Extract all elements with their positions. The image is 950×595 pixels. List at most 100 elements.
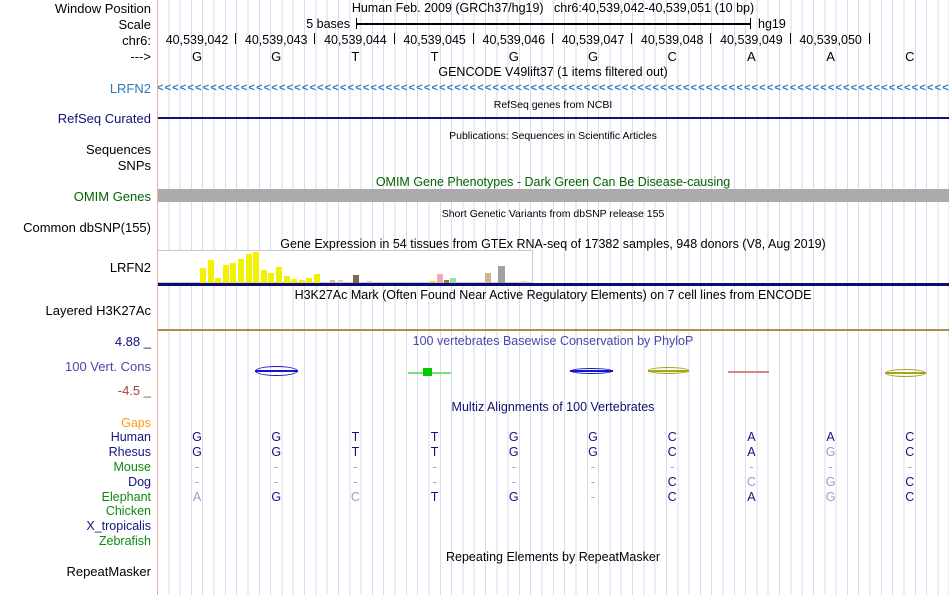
ruler-tick — [790, 33, 791, 44]
refseq-curated-label[interactable]: RefSeq Curated — [57, 111, 151, 126]
conservation-glyph — [570, 370, 613, 372]
alignment-species-label[interactable]: Rhesus — [108, 445, 151, 459]
gtex-tissue-bar — [338, 280, 343, 283]
gtex-tissue-bar — [485, 273, 491, 283]
alignment-base: G — [271, 445, 282, 459]
conservation-glyph — [885, 372, 926, 374]
alignment-base: T — [430, 445, 439, 459]
h3k27ac-baseline[interactable] — [157, 329, 949, 331]
gtex-tissue-bar — [261, 270, 267, 283]
sequence-base: C — [905, 49, 915, 64]
alignment-species-label[interactable]: Dog — [128, 475, 151, 489]
alignment-species-label[interactable]: Chicken — [105, 504, 151, 518]
sequence-base: T — [351, 49, 360, 64]
alignment-species-label[interactable]: Zebrafish — [98, 534, 151, 548]
alignment-base: A — [747, 445, 756, 459]
left-edge-guideline — [157, 0, 158, 595]
gtex-tissue-bar — [284, 276, 290, 283]
multiz-track-title[interactable]: Multiz Alignments of 100 Vertebrates — [451, 400, 655, 414]
gtex-tissue-bar — [230, 263, 236, 283]
assembly-tag: hg19 — [758, 17, 786, 31]
alignment-base: G — [508, 430, 519, 444]
layered-h3k27ac-label[interactable]: Layered H3K27Ac — [45, 303, 151, 318]
omim-gene-bar[interactable] — [157, 189, 949, 202]
alignment-base: T — [351, 430, 360, 444]
alignment-base: - — [274, 475, 279, 489]
track-plot-area[interactable]: Human Feb. 2009 (GRCh37/hg19) chr6:40,53… — [157, 0, 949, 595]
alignment-base: G — [508, 445, 519, 459]
alignment-species-label[interactable]: Elephant — [101, 490, 151, 504]
strand-arrow-label[interactable]: ---> — [130, 49, 151, 64]
alignment-base: - — [432, 460, 437, 474]
alignment-species-label[interactable]: X_tropicalis — [86, 519, 151, 533]
conservation-glyph — [648, 370, 689, 372]
gtex-tissue-bar — [223, 265, 229, 283]
alignment-base: - — [670, 460, 675, 474]
alignment-base: - — [590, 490, 596, 504]
alignment-base: G — [825, 445, 836, 459]
vert-cons-label[interactable]: 100 Vert. Cons — [65, 359, 151, 374]
gtex-gene-label[interactable]: LRFN2 — [109, 260, 151, 275]
scale-bar-left-tick — [356, 18, 357, 29]
gtex-tissue-bar — [330, 280, 335, 283]
gtex-baseline — [157, 283, 949, 286]
sequence-base: A — [826, 49, 835, 64]
alignment-base: C — [667, 430, 677, 444]
gencode-track-title[interactable]: GENCODE V49lift37 (1 items filtered out) — [438, 65, 668, 79]
alignment-base: - — [274, 460, 279, 474]
conservation-glyph — [423, 368, 432, 376]
omim-track-title[interactable]: OMIM Gene Phenotypes - Dark Green Can Be… — [375, 175, 731, 189]
alignment-base: T — [430, 490, 439, 504]
sequence-base: C — [667, 49, 677, 64]
window-position-label: Window Position — [54, 1, 151, 16]
conservation-glyph — [728, 371, 769, 373]
h3k27ac-track-title[interactable]: H3K27Ac Mark (Often Found Near Active Re… — [294, 288, 812, 302]
snps-label[interactable]: SNPs — [117, 158, 151, 173]
refseq-curated-gene-line[interactable] — [157, 117, 949, 119]
gtex-tissue-bar — [367, 281, 372, 283]
alignment-base: G — [588, 430, 598, 444]
ruler-coordinate: 40,539,047 — [561, 33, 625, 47]
omim-genes-label[interactable]: OMIM Genes — [73, 189, 151, 204]
lrfn2-gene-line[interactable]: <<<<<<<<<<<<<<<<<<<<<<<<<<<<<<<<<<<<<<<<… — [157, 82, 949, 94]
alignment-base: - — [907, 460, 912, 474]
alignment-base: G — [192, 445, 202, 459]
ruler-tick — [473, 33, 474, 44]
alignment-base: T — [351, 445, 360, 459]
gtex-track-title[interactable]: Gene Expression in 54 tissues from GTEx … — [280, 237, 826, 251]
alignment-species-label[interactable]: Mouse — [113, 460, 151, 474]
gencode-gene-label[interactable]: LRFN2 — [109, 81, 151, 96]
alignment-base: C — [905, 490, 915, 504]
gtex-tissue-bar — [450, 278, 456, 283]
common-dbsnp-label[interactable]: Common dbSNP(155) — [23, 220, 151, 235]
ruler-tick — [869, 33, 870, 44]
repeatmasker-label[interactable]: RepeatMasker — [66, 564, 151, 579]
alignment-base: - — [511, 460, 516, 474]
alignment-species-label[interactable]: Gaps — [121, 416, 151, 430]
ruler-coordinate: 40,539,049 — [720, 33, 783, 47]
ruler-coordinate: 40,539,046 — [482, 33, 546, 47]
alignment-base: A — [192, 490, 202, 504]
alignment-base: - — [511, 475, 516, 489]
alignment-base: - — [194, 475, 200, 489]
alignment-base: C — [746, 475, 756, 489]
dbsnp-track-title[interactable]: Short Genetic Variants from dbSNP releas… — [441, 208, 665, 220]
gtex-tissue-bar — [306, 278, 312, 283]
gtex-tissue-bar — [353, 275, 359, 283]
ruler-coordinate: 40,539,050 — [799, 33, 862, 47]
ruler-tick — [631, 33, 632, 44]
publications-track-title[interactable]: Publications: Sequences in Scientific Ar… — [449, 130, 657, 142]
refseq-track-title[interactable]: RefSeq genes from NCBI — [493, 99, 613, 111]
gtex-expression-box[interactable] — [157, 250, 533, 283]
gtex-tissue-bar — [268, 273, 274, 283]
phylop-track-title[interactable]: 100 vertebrates Basewise Conservation by… — [412, 334, 694, 348]
alignment-base: - — [590, 460, 596, 474]
repeatmasker-track-title[interactable]: Repeating Elements by RepeatMasker — [445, 550, 660, 564]
gtex-tissue-bar — [314, 274, 320, 283]
sequences-label[interactable]: Sequences — [85, 142, 151, 157]
alignment-base: G — [508, 490, 519, 504]
alignment-base: G — [825, 475, 836, 489]
alignment-base: T — [430, 430, 439, 444]
gtex-tissue-bar — [521, 281, 526, 283]
alignment-species-label[interactable]: Human — [110, 430, 151, 444]
